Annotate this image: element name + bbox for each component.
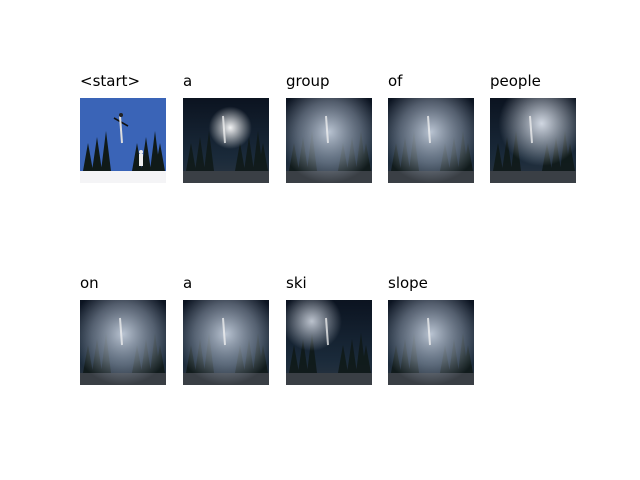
skier-silhouette xyxy=(222,317,226,346)
attention-overlay xyxy=(490,98,576,183)
skier-silhouette xyxy=(427,317,431,346)
skier-jumping xyxy=(113,113,129,144)
word-label: a xyxy=(183,72,193,90)
skier-silhouette xyxy=(325,115,329,144)
attention-map xyxy=(183,300,269,385)
trees xyxy=(83,131,165,171)
attention-map xyxy=(286,98,372,183)
skier-silhouette xyxy=(529,115,533,144)
attention-overlay xyxy=(388,98,474,183)
attention-overlay xyxy=(388,300,474,385)
original-image xyxy=(80,98,166,183)
attention-map xyxy=(183,98,269,183)
attention-map xyxy=(286,300,372,385)
skier-silhouette xyxy=(427,115,431,144)
attention-overlay xyxy=(286,98,372,183)
word-label: of xyxy=(388,72,403,90)
attention-map xyxy=(388,300,474,385)
snow xyxy=(80,171,166,183)
attention-overlay xyxy=(183,300,269,385)
word-label: ski xyxy=(286,274,307,292)
attention-map xyxy=(80,300,166,385)
skier-silhouette xyxy=(119,317,123,346)
skier-silhouette xyxy=(222,115,226,144)
word-label: on xyxy=(80,274,99,292)
word-label: a xyxy=(183,274,193,292)
attention-map xyxy=(490,98,576,183)
word-label: slope xyxy=(388,274,428,292)
word-label: <start> xyxy=(80,72,141,90)
word-label: group xyxy=(286,72,330,90)
attention-overlay xyxy=(183,98,269,183)
skier-silhouette xyxy=(325,317,329,346)
attention-map xyxy=(388,98,474,183)
person-standing xyxy=(139,150,143,166)
attention-overlay xyxy=(286,300,372,385)
word-label: people xyxy=(490,72,541,90)
attention-overlay xyxy=(80,300,166,385)
